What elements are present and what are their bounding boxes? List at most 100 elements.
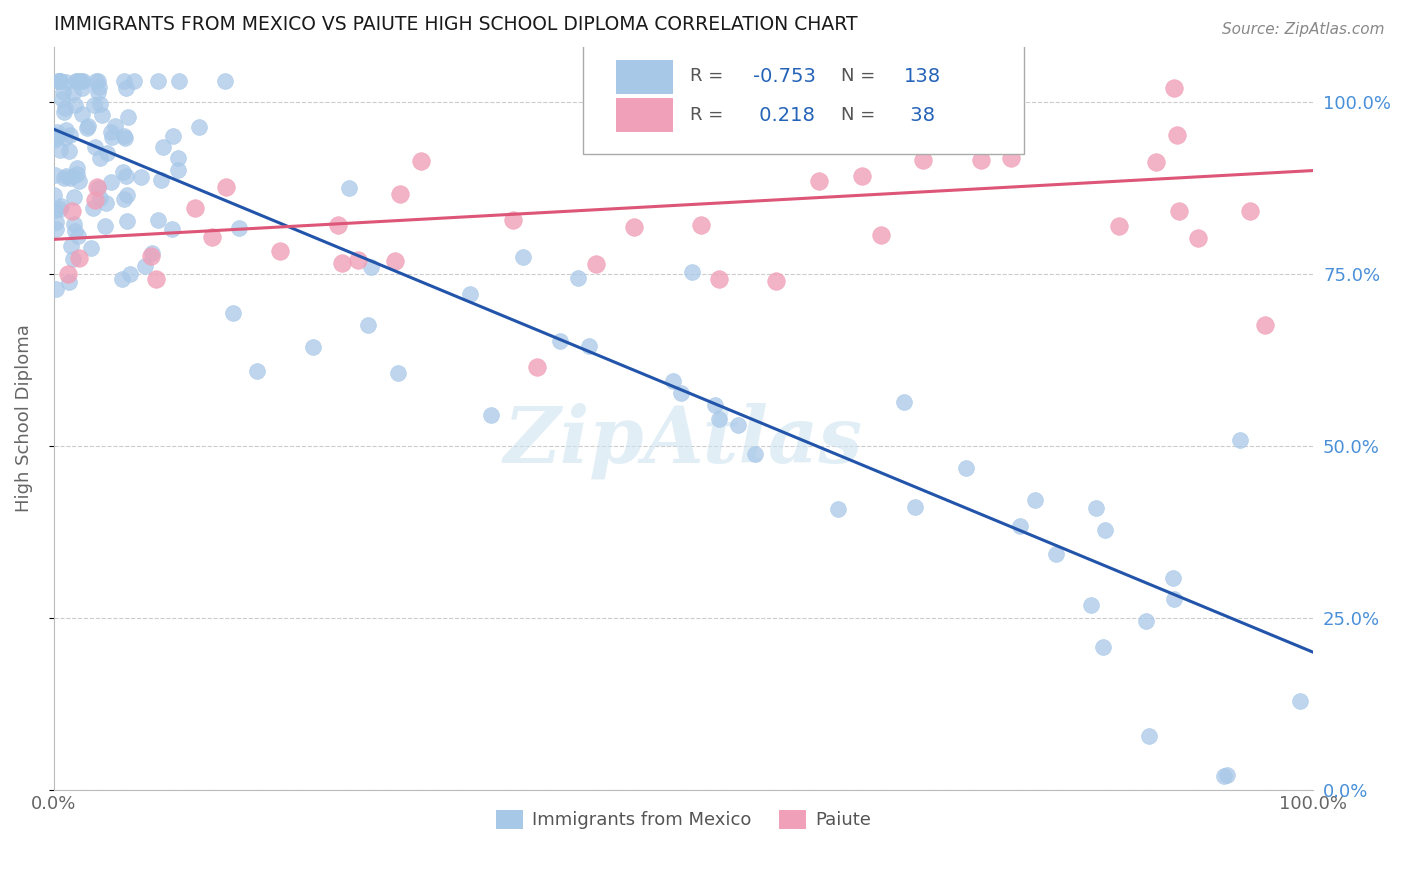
Point xyxy=(62,252,84,266)
Point xyxy=(201,229,224,244)
Point xyxy=(89,151,111,165)
Point xyxy=(114,131,136,145)
Point xyxy=(96,196,118,211)
Text: 138: 138 xyxy=(904,67,941,86)
Point xyxy=(44,133,66,147)
Point xyxy=(707,412,730,426)
Point xyxy=(526,359,548,374)
Point xyxy=(328,218,350,232)
Point xyxy=(110,272,132,286)
Point xyxy=(389,187,412,202)
Point xyxy=(76,120,98,135)
Point xyxy=(162,222,184,236)
Point xyxy=(48,74,70,88)
Point xyxy=(60,239,83,253)
Point xyxy=(63,190,86,204)
Point xyxy=(129,170,152,185)
Point xyxy=(870,227,893,242)
Point xyxy=(70,74,93,88)
Point xyxy=(1161,571,1184,585)
Point xyxy=(1084,500,1107,515)
Point xyxy=(970,153,993,167)
Point xyxy=(149,173,172,187)
Point xyxy=(46,74,69,88)
Point xyxy=(44,128,66,142)
Point xyxy=(53,101,76,115)
Point xyxy=(112,165,135,179)
Point xyxy=(58,144,80,158)
Point xyxy=(955,461,977,475)
Point xyxy=(1163,592,1185,607)
Point xyxy=(66,74,89,88)
Point xyxy=(122,74,145,88)
Point xyxy=(1254,318,1277,333)
Point xyxy=(44,202,66,217)
Point xyxy=(112,192,135,206)
Point xyxy=(66,167,89,181)
Point xyxy=(118,267,141,281)
Point xyxy=(72,74,94,88)
FancyBboxPatch shape xyxy=(583,43,1024,154)
Point xyxy=(44,282,66,296)
Point xyxy=(578,339,600,353)
Y-axis label: High School Diploma: High School Diploma xyxy=(15,325,32,512)
Point xyxy=(60,204,83,219)
Point xyxy=(87,80,110,95)
Point xyxy=(1000,151,1022,165)
Point xyxy=(115,213,138,227)
Point xyxy=(67,251,90,265)
Point xyxy=(458,286,481,301)
Point xyxy=(221,306,243,320)
Point xyxy=(62,86,84,100)
Point xyxy=(87,181,110,195)
Point xyxy=(567,270,589,285)
Point xyxy=(62,169,84,184)
Text: 0.218: 0.218 xyxy=(752,105,814,125)
Text: 38: 38 xyxy=(904,105,935,125)
Point xyxy=(709,272,731,286)
Point xyxy=(51,199,73,213)
Point xyxy=(166,151,188,165)
Point xyxy=(63,98,86,112)
Point xyxy=(1091,640,1114,654)
Text: R =: R = xyxy=(690,106,728,124)
Point xyxy=(479,409,502,423)
Point xyxy=(827,502,849,516)
Text: N =: N = xyxy=(841,68,882,86)
Point xyxy=(145,272,167,286)
Text: Source: ZipAtlas.com: Source: ZipAtlas.com xyxy=(1222,22,1385,37)
Point xyxy=(1024,492,1046,507)
Point xyxy=(63,224,86,238)
Point xyxy=(1187,231,1209,245)
Point xyxy=(117,110,139,124)
Point xyxy=(152,140,174,154)
Point xyxy=(148,213,170,227)
Point xyxy=(66,161,89,175)
Point xyxy=(100,130,122,145)
Point xyxy=(1163,81,1185,95)
Point xyxy=(246,364,269,378)
Point xyxy=(66,229,89,244)
Point xyxy=(58,128,80,143)
Point xyxy=(360,260,382,274)
Point xyxy=(904,500,927,514)
Point xyxy=(69,74,91,88)
Point xyxy=(55,75,77,89)
Point xyxy=(411,153,433,168)
Point xyxy=(1135,615,1157,629)
Point xyxy=(384,253,406,268)
Point xyxy=(100,125,122,139)
Point xyxy=(330,256,353,270)
Point xyxy=(42,187,65,202)
Point xyxy=(690,218,713,232)
Point xyxy=(89,191,111,205)
Point xyxy=(1108,219,1130,233)
Point xyxy=(58,275,80,289)
Point xyxy=(53,130,76,145)
Point xyxy=(1045,547,1067,561)
Point xyxy=(45,215,67,229)
Point xyxy=(49,143,72,157)
Text: R =: R = xyxy=(690,68,728,86)
Point xyxy=(139,249,162,263)
Point xyxy=(82,201,104,215)
